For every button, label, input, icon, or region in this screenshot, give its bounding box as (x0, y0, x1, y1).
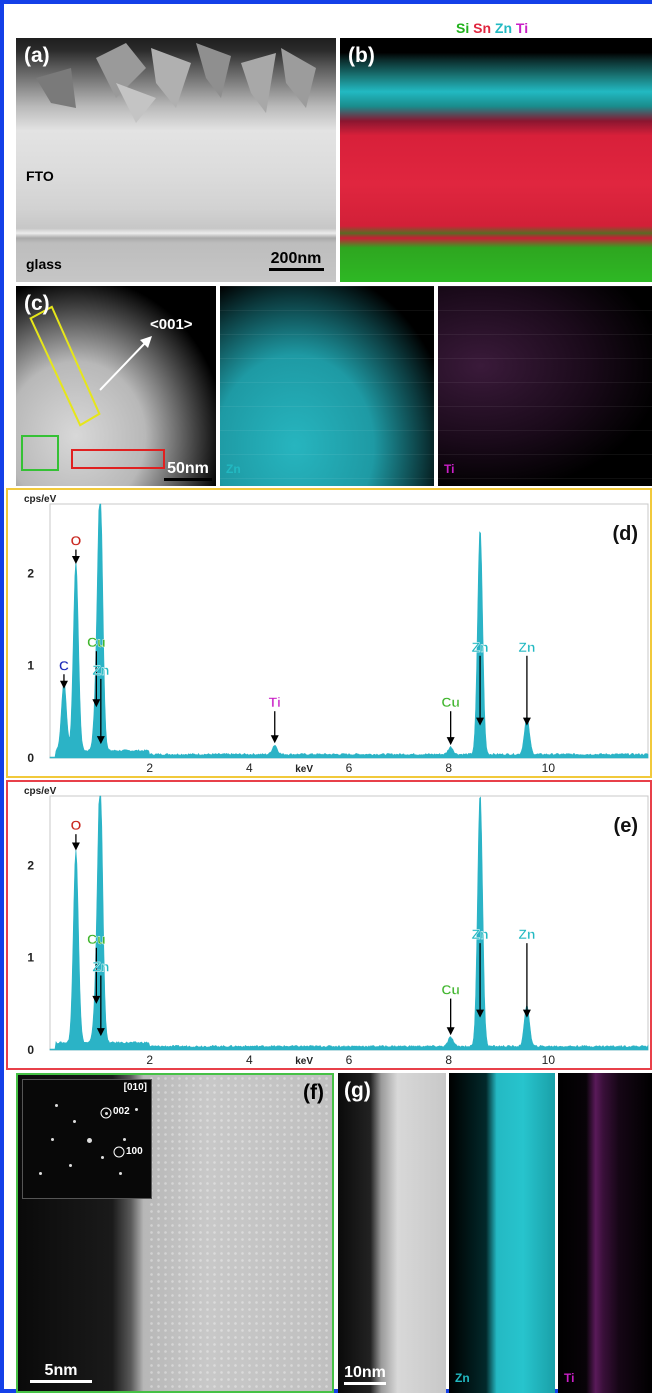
scalebar-g-bar (344, 1382, 386, 1385)
legend-ti: Ti (516, 20, 528, 36)
scalebar-f-text: 5nm (45, 1362, 78, 1379)
scalebar-a-text: 200nm (271, 250, 322, 267)
panel-label-a: (a) (24, 44, 50, 68)
y-tick-label: 2 (27, 858, 34, 872)
panel-g-stem-image: (g) 10nm (338, 1073, 446, 1393)
element-annotation: Zn (518, 926, 535, 942)
scalebar-a: 200nm (266, 250, 326, 271)
x-tick-label: 6 (346, 1053, 353, 1067)
annotation-arrow-head (72, 556, 80, 564)
panel-label-c: (c) (24, 292, 50, 316)
spectrum-area (50, 504, 648, 758)
y-axis-label: cps/eV (24, 494, 57, 505)
plot-frame (50, 504, 648, 758)
x-axis-label: keV (295, 1056, 313, 1067)
scalebar-c-bar (164, 478, 212, 481)
fft-inset: [010] 002 100 (22, 1079, 152, 1199)
panel-c-ti-map: Ti (438, 286, 652, 486)
x-tick-label: 10 (542, 1053, 556, 1067)
spot-002-label: 002 (113, 1106, 130, 1117)
panel-c-stem-image: (c) <001> 50nm (16, 286, 216, 486)
scalebar-c: 50nm (162, 460, 214, 481)
x-tick-label: 4 (246, 1053, 253, 1067)
scalebar-c-text: 50nm (167, 460, 209, 477)
lattice-fringes (148, 1075, 332, 1391)
element-annotation: Cu (87, 931, 106, 947)
nanoflake-crystals (16, 38, 336, 282)
y-tick-label: 0 (27, 751, 34, 765)
element-annotation: Zn (92, 662, 109, 678)
direction-label: <001> (150, 316, 193, 333)
element-annotation: O (70, 533, 81, 549)
glass-label: glass (26, 256, 62, 272)
spot-100-label: 100 (126, 1146, 143, 1157)
element-annotation: Zn (472, 639, 489, 655)
scalebar-f-bar (30, 1380, 92, 1383)
element-annotation: Zn (92, 958, 109, 974)
panel-label-g: (g) (344, 1079, 371, 1103)
y-axis-label: cps/eV (24, 786, 57, 797)
zone-axis-label: [010] (124, 1082, 147, 1093)
annotation-arrow-head (447, 1027, 455, 1035)
panel-c-zn-map: Zn (220, 286, 434, 486)
legend-si: Si (456, 20, 469, 36)
y-tick-label: 0 (27, 1043, 34, 1057)
x-tick-label: 6 (346, 761, 353, 775)
annotation-arrow-head (447, 737, 455, 745)
panel-b-eds-map: (b) (340, 38, 652, 282)
zn-map-label: Zn (226, 462, 241, 476)
element-annotation: Cu (441, 694, 460, 710)
annotation-arrow-head (271, 735, 279, 743)
y-tick-label: 1 (27, 951, 34, 965)
x-tick-label: 8 (445, 761, 452, 775)
x-tick-label: 10 (542, 761, 556, 775)
panel-a-stem-image: (a) FTO glass 200nm (16, 38, 336, 282)
y-tick-label: 2 (27, 566, 34, 580)
annotation-arrow-head (72, 842, 80, 850)
legend-sn: Sn (473, 20, 491, 36)
scalebar-g: 10nm (342, 1364, 388, 1385)
eds-spectrum-d: 2 4 6 8 10 keV 0 1 2 cps/eV (d) C O Cu Zn Ti Cu Zn Zn (6, 488, 652, 778)
panel-label-f: (f) (303, 1081, 324, 1105)
x-tick-label: 8 (445, 1053, 452, 1067)
fto-label: FTO (26, 168, 54, 184)
spectrum-area (50, 796, 648, 1050)
annotation-arrow-head (60, 681, 68, 689)
panel-g-zn-map: Zn (449, 1073, 555, 1393)
legend-zn: Zn (495, 20, 512, 36)
element-annotation: Cu (441, 982, 460, 998)
x-axis-label: keV (295, 764, 313, 775)
spectrum-e-plot: 2 4 6 8 10 keV 0 1 2 cps/eV (e) O Cu Zn Cu Zn Zn (8, 782, 650, 1068)
x-tick-label: 2 (146, 1053, 153, 1067)
element-legend: Si Sn Zn Ti (456, 20, 528, 36)
element-annotation: O (70, 817, 81, 833)
spectrum-panel-label: (d) (612, 523, 638, 545)
panel-f-hrtem-image: [010] 002 100 (f) 5nm (16, 1073, 334, 1393)
x-tick-label: 2 (146, 761, 153, 775)
spectrum-panel-label: (e) (614, 815, 638, 837)
spectrum-d-plot: 2 4 6 8 10 keV 0 1 2 cps/eV (d) C O Cu Zn Ti Cu Zn Zn (8, 490, 650, 776)
annotation-arrow-head (523, 1010, 531, 1018)
plot-frame (50, 796, 648, 1050)
panel-g-ti-map: Ti (558, 1073, 652, 1393)
element-annotation: Ti (269, 694, 281, 710)
x-tick-label: 4 (246, 761, 253, 775)
scalebar-f: 5nm (28, 1362, 94, 1383)
eds-spectrum-e: 2 4 6 8 10 keV 0 1 2 cps/eV (e) O Cu Zn Cu Zn Zn (6, 780, 652, 1070)
scalebar-g-text: 10nm (344, 1364, 386, 1381)
g-ti-map-label: Ti (564, 1371, 574, 1385)
element-annotation: Zn (518, 639, 535, 655)
panel-label-b: (b) (348, 44, 375, 68)
element-annotation: C (59, 657, 69, 673)
g-zn-map-label: Zn (455, 1371, 470, 1385)
annotation-arrow-head (523, 718, 531, 726)
scalebar-a-bar (269, 268, 324, 271)
element-annotation: Cu (87, 634, 106, 650)
y-tick-label: 1 (27, 659, 34, 673)
ti-map-label: Ti (444, 462, 454, 476)
element-annotation: Zn (472, 926, 489, 942)
